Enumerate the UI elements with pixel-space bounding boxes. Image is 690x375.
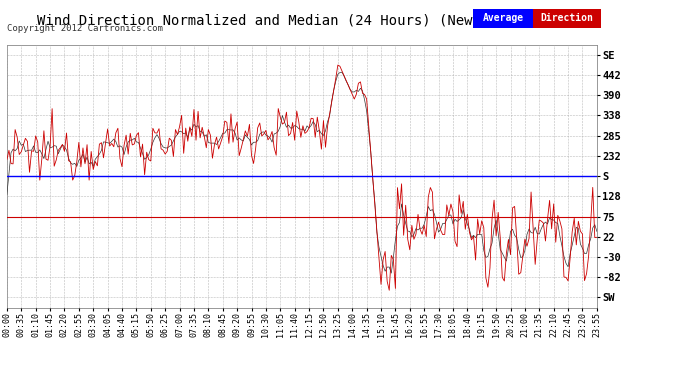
Text: Copyright 2012 Cartronics.com: Copyright 2012 Cartronics.com — [7, 24, 163, 33]
Text: Direction: Direction — [541, 13, 593, 23]
Text: Wind Direction Normalized and Median (24 Hours) (New) 20120831: Wind Direction Normalized and Median (24… — [37, 13, 556, 27]
Text: Average: Average — [482, 13, 524, 23]
